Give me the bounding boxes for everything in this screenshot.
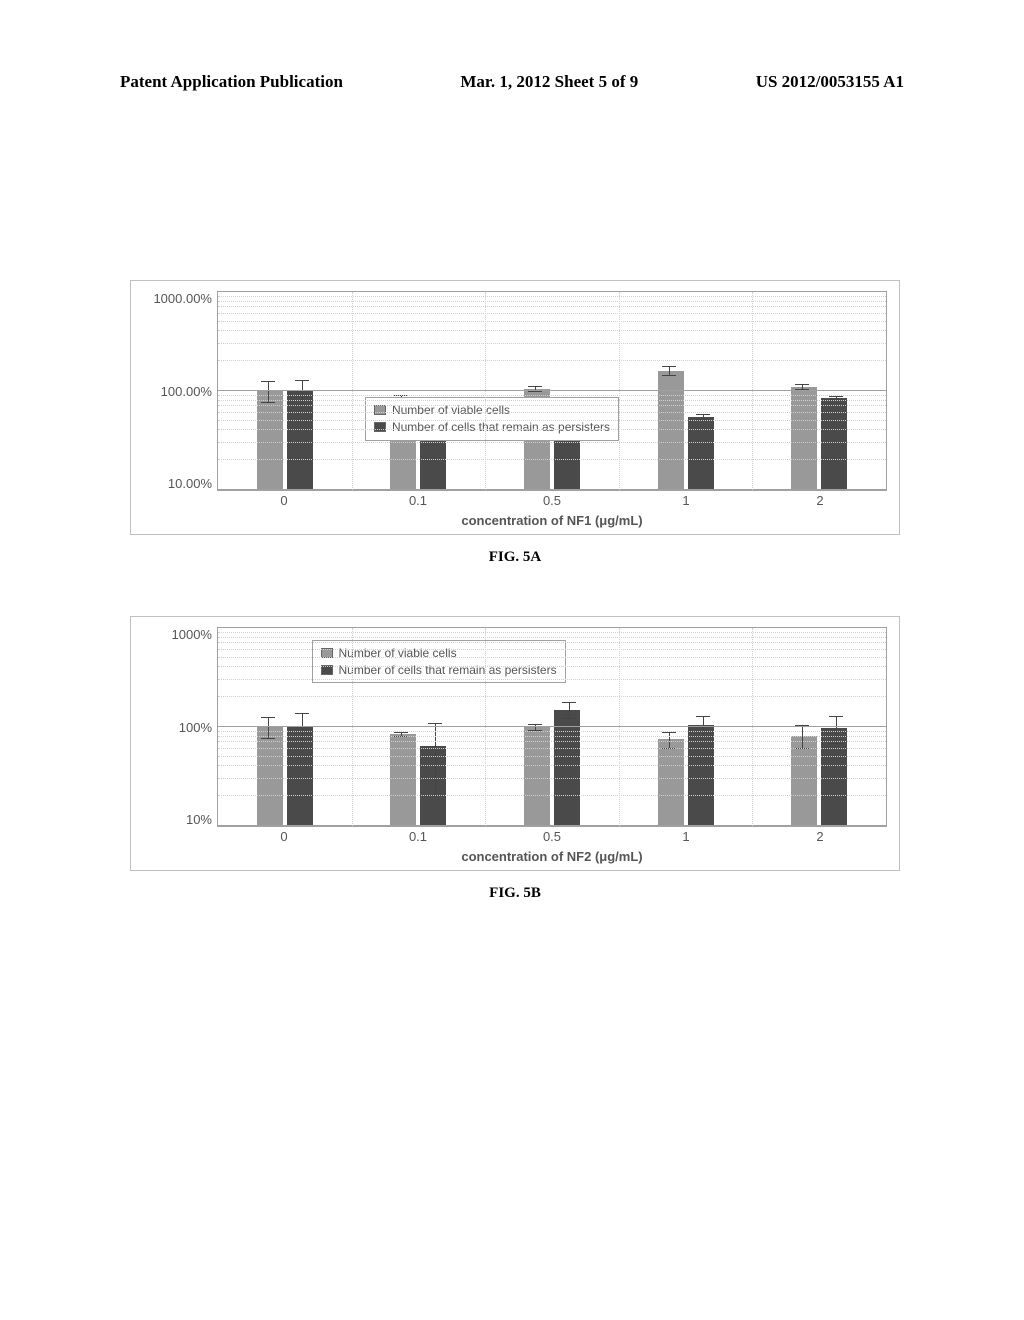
ytick: 10% [148,813,212,826]
ytick: 10.00% [148,477,212,490]
fig-5a-caption: FIG. 5A [130,549,900,566]
x-tick: 1 [619,829,753,847]
chart-a: 1000.00% 100.00% 10.00% Number of viable… [130,280,900,535]
chart-b-yaxis: 1000% 100% 10% [148,628,212,826]
chart-b-xaxis: 00.10.512 [217,829,887,847]
chart-a-plot: 1000.00% 100.00% 10.00% Number of viable… [217,291,887,491]
error-bar [528,724,542,731]
ytick: 100% [148,721,212,734]
x-tick: 2 [753,493,887,511]
chart-b-xlabel: concentration of NF2 (μg/mL) [217,849,887,864]
x-tick: 0.1 [351,493,485,511]
ytick: 100.00% [148,385,212,398]
x-tick: 0 [217,829,351,847]
header-center: Mar. 1, 2012 Sheet 5 of 9 [460,72,638,92]
bar-persist [688,417,714,490]
error-bar [295,380,309,405]
error-bar [662,732,676,749]
bar-persist [688,725,714,826]
header-right: US 2012/0053155 A1 [756,72,904,92]
chart-a-legend: Number of viable cells Number of cells t… [365,397,619,441]
error-bar [795,725,809,749]
page-content: 1000.00% 100.00% 10.00% Number of viable… [130,280,900,952]
bar-persist [554,710,580,826]
header-left: Patent Application Publication [120,72,343,92]
chart-b: 1000% 100% 10% Number of viable cells Nu… [130,616,900,871]
x-tick: 1 [619,493,753,511]
fig-5b-caption: FIG. 5B [130,885,900,902]
legend-label: Number of cells that remain as persister… [339,662,557,679]
x-tick: 0.5 [485,493,619,511]
ytick: 1000% [148,628,212,641]
chart-a-xlabel: concentration of NF1 (μg/mL) [217,513,887,528]
legend-label: Number of viable cells [339,645,457,662]
legend-swatch-icon [374,405,386,415]
x-tick: 2 [753,829,887,847]
bar-viable [791,387,817,490]
error-bar [662,366,676,376]
legend-item: Number of viable cells [321,645,557,662]
chart-b-plot: 1000% 100% 10% Number of viable cells Nu… [217,627,887,827]
legend-item: Number of cells that remain as persister… [321,662,557,679]
x-tick: 0.1 [351,829,485,847]
bar-viable [791,736,817,826]
legend-swatch-icon [374,422,386,432]
ytick: 1000.00% [148,292,212,305]
chart-a-yaxis: 1000.00% 100.00% 10.00% [148,292,212,490]
error-bar [428,723,442,796]
x-tick: 0.5 [485,829,619,847]
chart-a-xaxis: 00.10.512 [217,493,887,511]
bar-viable [658,739,684,826]
page-header: Patent Application Publication Mar. 1, 2… [0,72,1024,92]
legend-item: Number of cells that remain as persister… [374,419,610,436]
chart-b-legend: Number of viable cells Number of cells t… [312,640,566,684]
x-tick: 0 [217,493,351,511]
error-bar [562,702,576,719]
legend-label: Number of cells that remain as persister… [392,419,610,436]
